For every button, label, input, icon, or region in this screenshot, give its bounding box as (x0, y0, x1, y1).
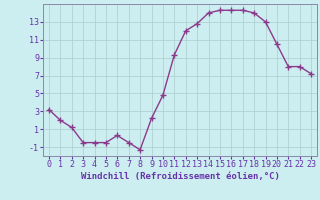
X-axis label: Windchill (Refroidissement éolien,°C): Windchill (Refroidissement éolien,°C) (81, 172, 279, 181)
